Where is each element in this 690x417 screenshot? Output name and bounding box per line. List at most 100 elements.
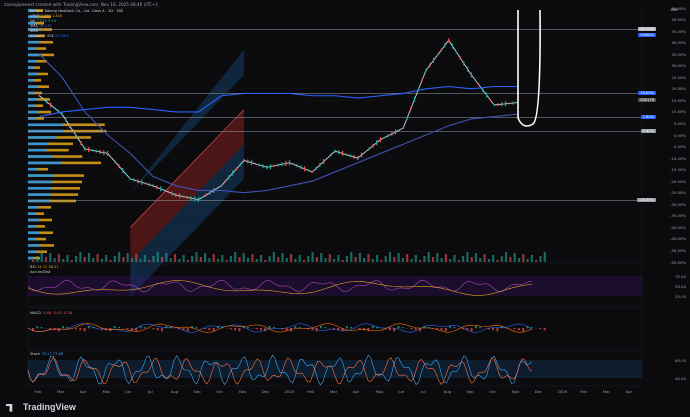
volume-bar xyxy=(204,253,207,262)
volume-bar xyxy=(83,257,86,262)
volume-profile-bar xyxy=(28,206,51,209)
candle xyxy=(269,164,272,170)
volume-bar xyxy=(259,255,263,262)
x-axis-label: Sep xyxy=(193,389,201,394)
stoch-legend[interactable]: Stoch 79.17 77.66 xyxy=(30,352,63,356)
x-axis-label: Oct xyxy=(489,389,496,394)
candle xyxy=(360,152,363,158)
price-tag[interactable]: 000001 xyxy=(638,33,656,38)
macd-hist-bar xyxy=(427,327,430,329)
candle xyxy=(448,38,450,43)
volume-bar xyxy=(457,260,460,262)
compare-legend[interactable]: 000001 · SSE 42.94% xyxy=(30,34,69,38)
volume-bar xyxy=(79,252,82,262)
candle xyxy=(512,101,514,105)
volume-bar xyxy=(539,256,542,262)
candle xyxy=(88,147,90,153)
macd-hist-bar xyxy=(384,328,387,330)
volume-bar xyxy=(268,256,271,262)
volume-profile-bar-blue xyxy=(28,148,47,152)
volume-bar xyxy=(118,252,121,262)
candle xyxy=(156,185,158,190)
macd-hist-bar xyxy=(440,328,443,331)
macd-hist-bar xyxy=(79,328,82,331)
candle xyxy=(133,178,135,182)
volume-profile-bar-blue xyxy=(28,66,34,69)
candle xyxy=(357,156,359,161)
price-tag[interactable]: 18.05% xyxy=(638,90,656,95)
price-tag[interactable]: 45.75% xyxy=(638,26,656,31)
macd-hist-bar xyxy=(161,328,163,332)
macd-hist-bar xyxy=(204,328,206,330)
volume-bar xyxy=(535,260,538,262)
x-axis-label: Feb xyxy=(34,389,42,394)
vol-legend[interactable]: Vol 7.61K 5.54 xyxy=(30,19,56,23)
macd-hist-bar xyxy=(40,327,43,329)
macd-hist-bar xyxy=(247,327,249,329)
macd-hist-bar xyxy=(264,328,267,332)
currency-label[interactable]: CNY xyxy=(670,8,678,12)
sma-legend[interactable]: SMA 28.175 xyxy=(30,24,52,28)
symbol-legend[interactable]: Jiangsu Yabang NeoDock Co., Ltd. Class A… xyxy=(30,9,124,13)
volume-bar xyxy=(397,253,400,262)
macd-hist-bar xyxy=(32,328,34,332)
tradingview-brand[interactable]: TradingView xyxy=(6,402,76,412)
candle xyxy=(467,66,469,72)
candle xyxy=(444,43,446,48)
stoch-label: Stoch xyxy=(30,352,41,356)
candle xyxy=(413,96,416,102)
volume-profile-bar-blue xyxy=(28,110,39,114)
candle xyxy=(486,92,488,98)
price-tag[interactable]: -28.45% xyxy=(637,198,656,203)
volume-profile-bar-blue xyxy=(28,117,36,120)
volume-bar xyxy=(36,256,39,262)
macd-legend[interactable]: MACD -0.08 -0.00 -0.38 xyxy=(30,311,72,315)
candle xyxy=(171,191,173,196)
macd-hist-bar xyxy=(307,328,310,330)
volume-profile-bar xyxy=(28,174,84,177)
macd-hist-bar xyxy=(539,328,542,330)
volume-profile-bar-blue xyxy=(28,225,36,228)
candle xyxy=(319,163,321,168)
candle xyxy=(247,159,249,164)
volume-bar xyxy=(216,259,220,262)
vrvp-legend[interactable]: VRVP 3.75K 1.81K xyxy=(30,14,62,18)
volume-bar xyxy=(444,254,447,262)
volume-profile-bar-blue xyxy=(28,212,36,215)
volume-profile-bar xyxy=(28,193,78,196)
macd-hist-bar xyxy=(87,326,90,329)
y-axis-label: -25.00% xyxy=(670,190,686,196)
price-tag[interactable]: 7.62% xyxy=(640,114,656,119)
volume-bar xyxy=(294,259,297,262)
volume-bar xyxy=(311,252,314,262)
rsi-legend[interactable]: RSI 14 21 38.21 xyxy=(30,265,59,269)
volume-profile-bar xyxy=(28,256,40,260)
candle xyxy=(61,112,63,116)
stoch-tick-label: 40.00 xyxy=(675,375,686,381)
macd-hist-bar xyxy=(36,326,39,329)
volume-profile-bar xyxy=(28,212,44,215)
y-axis-label: 40.00% xyxy=(671,40,686,46)
macd-hist-bar xyxy=(169,327,172,329)
price-tag[interactable]: 1.42% xyxy=(640,129,656,134)
accdist-legend[interactable]: Accum/Dist xyxy=(30,270,51,274)
y-axis-label: 55.00% xyxy=(671,5,686,11)
macd-hist-bar xyxy=(397,326,400,329)
volume-bar xyxy=(285,258,288,262)
volume-bar xyxy=(371,259,374,262)
price-tag[interactable]: 000176 xyxy=(638,98,656,103)
volume-bar xyxy=(350,252,353,262)
candle xyxy=(410,106,412,111)
volume-profile-bar-blue xyxy=(28,244,40,247)
x-axis-label: Jul xyxy=(148,389,153,394)
volume-profile-bar-blue xyxy=(28,186,52,190)
sma2-legend[interactable]: SMA xyxy=(30,29,38,33)
candle xyxy=(417,88,419,91)
volume-bar xyxy=(324,258,327,262)
candle xyxy=(281,162,283,167)
volume-bar xyxy=(195,252,198,262)
candle xyxy=(508,102,510,105)
volume-bar xyxy=(75,256,78,262)
candle xyxy=(376,140,378,146)
